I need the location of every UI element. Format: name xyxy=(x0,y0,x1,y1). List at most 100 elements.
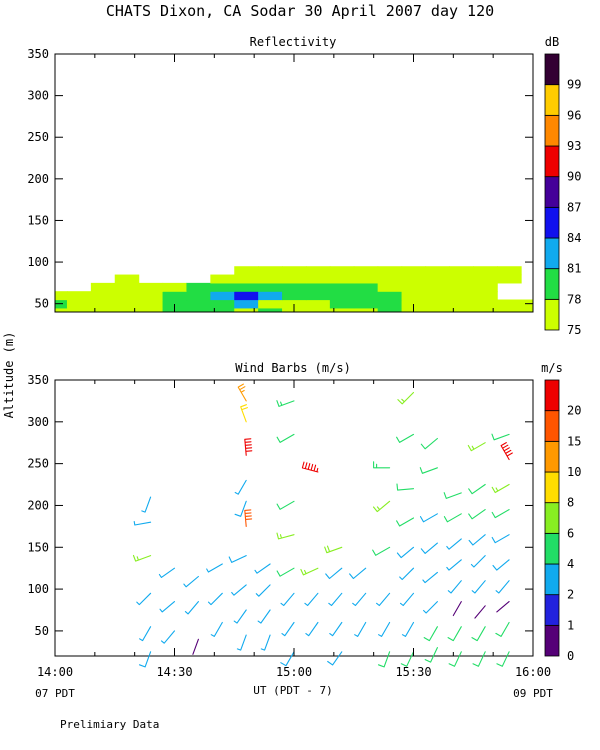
reflectivity-cell xyxy=(449,299,474,309)
footer-note: Prelimiary Data xyxy=(60,718,159,731)
reflectivity-cell xyxy=(210,282,235,292)
wind-barb xyxy=(329,621,343,637)
wind-barb xyxy=(240,404,248,423)
reflectivity-ytick-label: 350 xyxy=(27,47,49,61)
reflectivity-cell xyxy=(234,274,259,284)
wind-barbs xyxy=(132,383,513,668)
reflectivity-cell xyxy=(401,266,427,276)
reflectivity-cell xyxy=(377,274,403,284)
wind-barb xyxy=(396,483,415,491)
reflectivity-colorbar-swatch xyxy=(544,53,560,86)
reflectivity-cell xyxy=(210,299,235,309)
wind-barb xyxy=(373,461,391,469)
wind-barb xyxy=(491,483,510,494)
reflectivity-cell xyxy=(138,291,164,301)
reflectivity-cell xyxy=(473,299,498,309)
reflectivity-cell xyxy=(473,307,498,312)
wind-barb xyxy=(443,492,462,499)
wind-barbs-ytick-label: 250 xyxy=(27,457,49,471)
reflectivity-cell xyxy=(258,274,283,284)
wind-barb xyxy=(396,517,415,527)
wind-barbs-ytick-label: 300 xyxy=(27,415,49,429)
reflectivity-cell xyxy=(401,274,427,284)
x-left-sublabel: 07 PDT xyxy=(35,687,75,700)
reflectivity-cell xyxy=(305,291,331,301)
reflectivity-cell xyxy=(353,299,379,309)
reflectivity-cell xyxy=(473,266,498,276)
wind-colorbar-label: 1 xyxy=(567,618,574,632)
wind-barb xyxy=(372,500,391,513)
wind-barb xyxy=(474,605,486,619)
reflectivity-colorbar-label: 96 xyxy=(567,108,581,122)
wind-barb xyxy=(419,467,438,474)
wind-colorbar-swatch xyxy=(544,471,560,504)
wind-barb xyxy=(324,545,343,554)
reflectivity-ytick-label: 200 xyxy=(27,172,49,186)
reflectivity-cell xyxy=(114,274,140,284)
x-right-sublabel: 09 PDT xyxy=(513,687,553,700)
wind-colorbar-label: 10 xyxy=(567,465,581,479)
wind-barb xyxy=(472,651,486,667)
reflectivity-cell xyxy=(305,274,331,284)
reflectivity-cell xyxy=(114,291,140,301)
reflectivity-cell xyxy=(186,299,211,309)
wind-barb xyxy=(500,442,513,461)
wind-barb xyxy=(276,433,295,443)
reflectivity-cell xyxy=(425,307,450,312)
reflectivity-cell xyxy=(425,266,450,276)
wind-colorbar-label: 6 xyxy=(567,526,574,540)
wind-barb xyxy=(184,601,199,615)
reflectivity-cell xyxy=(90,282,116,292)
wind-barbs-axes: 50 100 150 200 250 300 350 14:00 14:30 15:00 15:30… xyxy=(27,373,551,679)
reflectivity-cell xyxy=(186,307,211,312)
reflectivity-cell xyxy=(473,282,498,292)
reflectivity-cell xyxy=(90,299,116,309)
reflectivity-cell xyxy=(521,307,533,312)
wind-barb xyxy=(183,575,199,588)
reflectivity-cell xyxy=(162,282,188,292)
reflectivity-title: Reflectivity xyxy=(250,35,337,49)
wind-barb xyxy=(276,400,295,407)
figure-title: CHATS Dixon, CA Sodar 30 April 2007 day … xyxy=(106,2,494,20)
reflectivity-cell xyxy=(353,266,379,276)
wind-colorbar-swatch xyxy=(544,379,560,412)
reflectivity-colorbar-label: 90 xyxy=(567,170,581,184)
reflectivity-cell xyxy=(377,299,403,309)
reflectivity-colorbar-label: 84 xyxy=(567,231,581,245)
wind-barb xyxy=(158,567,176,578)
wind-barb xyxy=(228,555,247,563)
wind-barb xyxy=(231,584,247,596)
wind-colorbar-swatch xyxy=(544,502,560,534)
reflectivity-cell xyxy=(138,299,164,309)
wind-barb xyxy=(254,563,271,574)
wind-barb xyxy=(260,634,271,651)
wind-barb xyxy=(468,534,486,546)
wind-barb xyxy=(349,567,367,580)
wind-barb xyxy=(304,592,319,607)
reflectivity-cell xyxy=(55,307,68,312)
reflectivity-ytick-label: 100 xyxy=(27,255,49,269)
reflectivity-cell xyxy=(473,274,498,284)
reflectivity-colorbar-label: 81 xyxy=(567,262,581,276)
wind-barb xyxy=(276,532,295,540)
reflectivity-colorbar-label: 75 xyxy=(567,323,581,337)
wind-barb xyxy=(492,559,510,571)
wind-barbs-xtick-label: 14:30 xyxy=(156,665,192,679)
wind-barb xyxy=(328,592,343,607)
wind-barb xyxy=(468,509,486,520)
reflectivity-colorbar-swatch xyxy=(544,176,560,208)
reflectivity-cell xyxy=(497,274,522,284)
wind-barb xyxy=(399,592,415,607)
wind-colorbar-label: 0 xyxy=(567,649,574,663)
wind-barb xyxy=(447,580,462,594)
reflectivity-colorbar-swatch xyxy=(544,145,560,178)
reflectivity-cell xyxy=(258,282,283,292)
reflectivity-cell xyxy=(329,291,355,301)
wind-barb xyxy=(423,626,438,642)
wind-barbs-xtick-label: 16:00 xyxy=(515,665,551,679)
wind-barb xyxy=(281,621,295,637)
reflectivity-cell xyxy=(497,266,522,276)
reflectivity-cell xyxy=(425,282,450,292)
reflectivity-cell xyxy=(449,274,474,284)
